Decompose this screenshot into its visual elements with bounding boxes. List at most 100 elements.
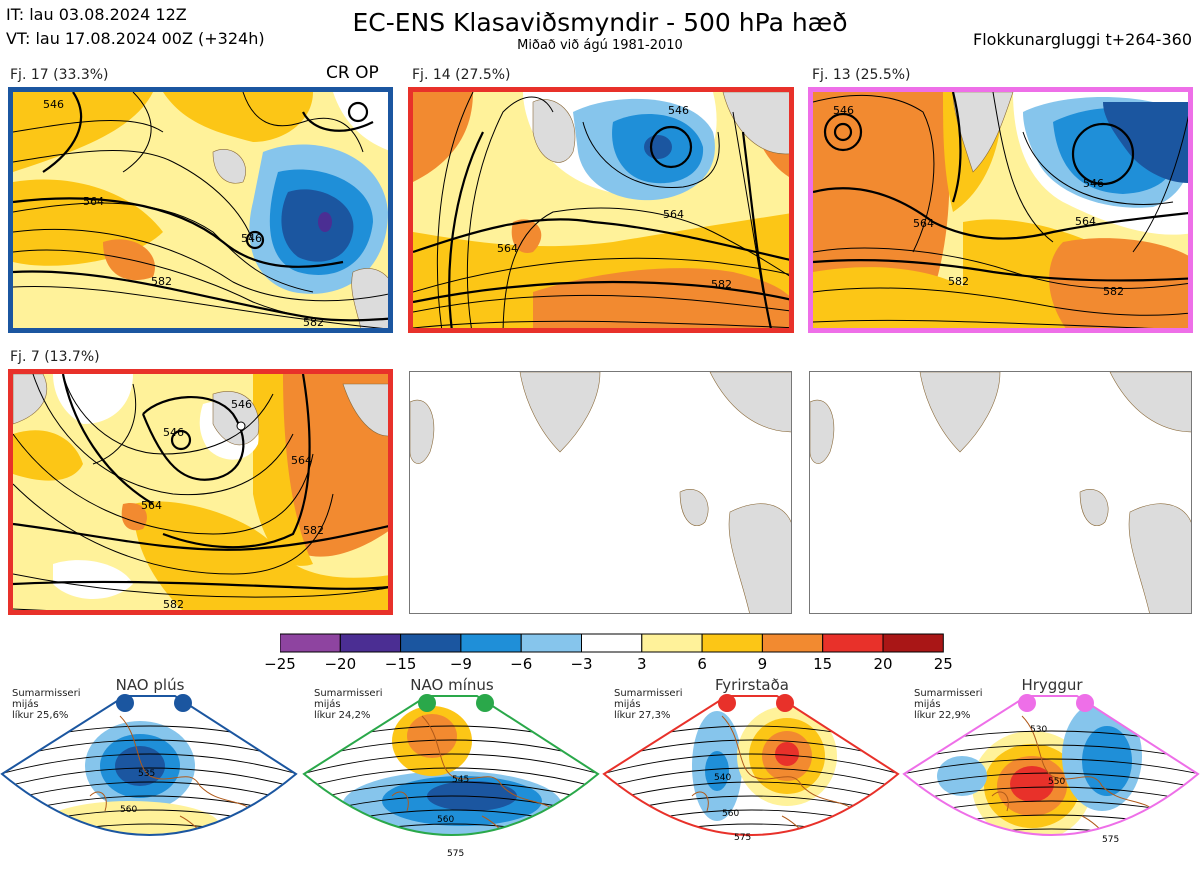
regime-title: Fyrirstaða (715, 676, 789, 694)
height-contour (0, 838, 298, 858)
regime-marker (174, 694, 192, 712)
height-contour (904, 758, 1198, 775)
colorbar-tick-label: −20 (324, 655, 357, 673)
colorbar-cell (641, 633, 703, 653)
colorbar-cell (822, 633, 884, 653)
regime-title: Hryggur (1021, 676, 1083, 694)
regime-contour-label: 530 (1030, 725, 1047, 735)
anomaly-blob (937, 756, 987, 796)
height-contour (2, 781, 296, 803)
regime-marker (1018, 694, 1036, 712)
regime-note-line: Sumarmisseri (12, 688, 81, 699)
anomaly-blob (1017, 849, 1047, 859)
regime-map: 530 550 575 (902, 694, 1200, 859)
regime-marker (1076, 694, 1094, 712)
height-contour (902, 843, 1200, 858)
panel-label-2: Fj. 14 (27.5%) (412, 67, 511, 83)
regime-title: NAO plús (115, 676, 185, 694)
regime-note-line: mijás (12, 699, 39, 710)
colorbar-tick-label: −25 (264, 655, 296, 673)
regime-note-line: Sumarmisseri (614, 688, 683, 699)
issue-time: IT: lau 03.08.2024 12Z (6, 5, 187, 24)
regime-contour-label: 550 (1048, 777, 1065, 787)
contour-label: 546 (163, 426, 184, 439)
regime-note-line: Sumarmisseri (914, 688, 983, 699)
colorbar-tick-label: −6 (510, 655, 533, 673)
cluster-map-2: 546 564 564 582 (408, 87, 794, 333)
regime-note-line: líkur 22,9% (914, 710, 971, 721)
regime-title: NAO mínus (410, 676, 494, 694)
colorbar-tick-label: −15 (384, 655, 417, 673)
coastline (991, 715, 1163, 835)
panel-tag-1: CR OP (326, 63, 379, 83)
contour-label: 564 (1075, 215, 1096, 228)
height-contour (904, 744, 1198, 761)
contour-label: 564 (913, 217, 934, 230)
colorbar-cell (761, 633, 824, 653)
anomaly-blob (115, 746, 165, 786)
page-title: EC-ENS Klasaviðsmyndir - 500 hPa hæð (352, 8, 848, 37)
regime-contour-label: 575 (447, 849, 464, 859)
colorbar-tick-label: 9 (757, 655, 768, 673)
height-contour (304, 823, 598, 835)
contour-label: 582 (163, 598, 184, 611)
regime-marker (776, 694, 794, 712)
contour-label: 564 (291, 454, 312, 467)
regime-marker (418, 694, 436, 712)
regime-panel: NAO mínus Sumarmisseri mijás líkur 24,2% 545… (302, 676, 600, 871)
contour-label: 582 (711, 278, 732, 291)
cluster-map-4: 546 546 564 564 582 582 (8, 369, 393, 615)
panel-label-1: Fj. 17 (33.3%) (10, 67, 109, 83)
colorbar-tick-label: 3 (637, 655, 647, 673)
contour-label: 546 (231, 398, 252, 411)
contour-label: 546 (668, 104, 689, 117)
regime-note-line: Sumarmisseri (314, 688, 383, 699)
regime-contour-label: 560 (120, 805, 137, 815)
contour-label: 582 (303, 316, 324, 329)
contour-label: 582 (948, 275, 969, 288)
anomaly-blob (775, 742, 799, 766)
regime-border (902, 695, 1200, 836)
colorbar-tick-label: −3 (570, 655, 593, 673)
colorbar-tick-label: −9 (449, 655, 472, 673)
height-contour (2, 753, 296, 775)
coastline (391, 715, 563, 835)
regime-map: 545 560 575 (302, 694, 600, 859)
anomaly-blob (705, 751, 729, 791)
regime-border (0, 695, 298, 836)
contour-label: 582 (151, 275, 172, 288)
page-subtitle: Miðað við ágú 1981-2010 (517, 38, 683, 53)
regime-contour-label: 545 (452, 775, 469, 785)
regime-panel: NAO plús Sumarmisseri mijás líkur 25,6% 535 5… (0, 676, 298, 871)
colorbar-cell (339, 633, 402, 653)
contour-label: 582 (303, 524, 324, 537)
regime-panel: Hryggur Sumarmisseri mijás líkur 22,9% 530 55… (902, 676, 1200, 871)
height-contour (604, 753, 898, 775)
height-contour (304, 767, 598, 789)
colorbar-cell (701, 633, 763, 653)
contour-label: 582 (1103, 285, 1124, 298)
colorbar-cell (400, 633, 462, 653)
regime-note-line: líkur 25,6% (12, 710, 69, 721)
regime-note: Sumarmisseri mijás líkur 25,6% (12, 688, 80, 721)
regime-note-line: mijás (914, 699, 941, 710)
regime-contour-label: 575 (1102, 835, 1119, 845)
regime-border (602, 695, 900, 836)
cluster-map-1: 546 564 582 582 546 (8, 87, 393, 333)
contour-label: 546 (833, 104, 854, 117)
contour-label: 564 (497, 242, 518, 255)
valid-time: VT: lau 17.08.2024 00Z (+324h) (6, 29, 265, 48)
contour-label: 564 (141, 499, 162, 512)
height-contour (904, 828, 1198, 835)
regime-note-line: mijás (614, 699, 641, 710)
colorbar-tick-label: 6 (697, 655, 707, 673)
height-contour (2, 823, 296, 835)
colorbar-cell (581, 633, 643, 653)
regime-note-line: mijás (314, 699, 341, 710)
regime-note: Sumarmisseri mijás líkur 27,3% (614, 688, 682, 721)
height-contour (904, 772, 1198, 789)
height-contour (604, 767, 898, 789)
anomaly-blob (407, 714, 457, 758)
regime-contour-label: 575 (734, 833, 751, 843)
empty-map-5 (409, 371, 792, 614)
